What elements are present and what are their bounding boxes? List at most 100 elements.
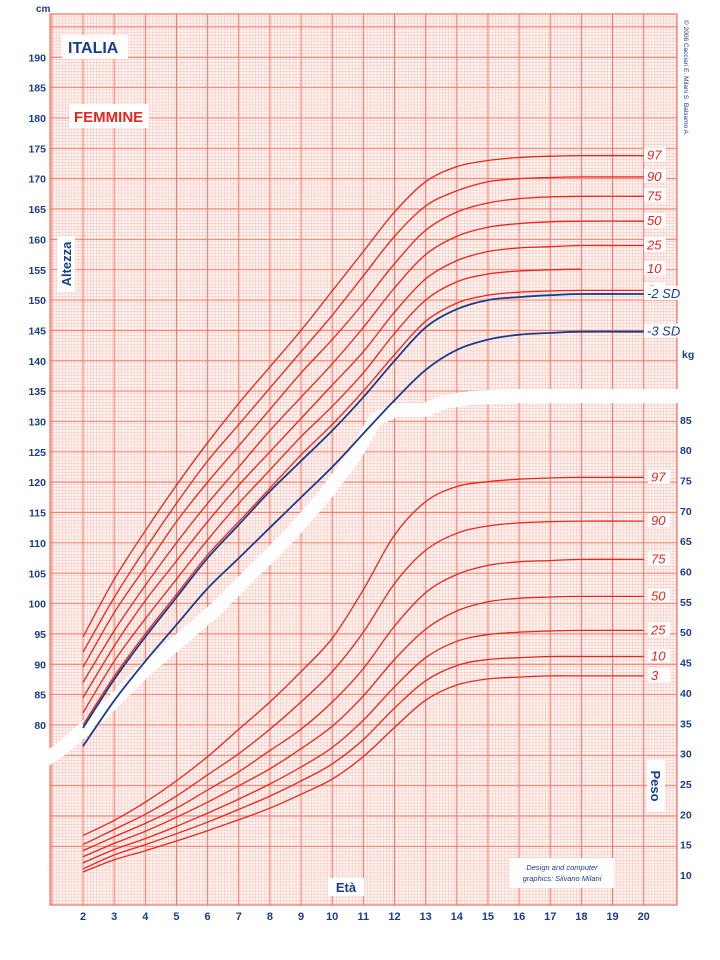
x-tick-label: 10 (326, 911, 338, 923)
weight-series-label: 50 (651, 588, 666, 603)
weight-tick-label: 85 (680, 415, 692, 427)
weight-series-label: 10 (651, 648, 666, 663)
height-curve-25 (82, 244, 644, 699)
weight-tick-label: 80 (680, 445, 692, 457)
height-tick-label: 150 (28, 295, 46, 307)
x-tick-label: 8 (267, 911, 273, 923)
copyright-text: © 2006 Cacciari E. Milani S. Balsamo A. (682, 20, 690, 136)
x-tick-label: 19 (606, 911, 618, 923)
height-tick-label: 90 (34, 659, 46, 671)
height-tick-label: 130 (28, 417, 46, 429)
weight-tick-label: 10 (680, 870, 692, 882)
weight-curve-25 (82, 629, 644, 864)
height-curve-50 (82, 220, 644, 683)
weight-series-label: 90 (651, 513, 666, 528)
height-tick-label: 125 (28, 447, 46, 459)
height-tick-label: 140 (28, 356, 46, 368)
height-curve-90 (82, 176, 644, 653)
x-tick-label: 13 (420, 911, 432, 923)
weight-tick-label: 50 (680, 627, 692, 639)
sex-label-box: FEMMINE (69, 104, 149, 128)
x-tick-label: 16 (513, 911, 525, 923)
weight-tick-label: 70 (680, 506, 692, 518)
height-tick-label: 95 (34, 629, 46, 641)
weight-series-label: 3 (651, 668, 659, 683)
weight-curve-10 (82, 655, 644, 870)
weight-tick-label: 25 (680, 779, 692, 791)
height-tick-label: 175 (28, 143, 46, 155)
weight-curve-75 (82, 558, 644, 852)
height-unit-label: cm (36, 4, 51, 15)
separator-band (0, 389, 684, 792)
height-series-label: 25 (646, 237, 662, 252)
height-curve-minus2SD (82, 293, 644, 729)
x-tick-label: 12 (388, 911, 400, 923)
x-tick-label: 4 (142, 911, 149, 923)
weight-series-label: 75 (651, 551, 666, 566)
weight-curve-90 (82, 520, 644, 846)
country-label-box: ITALIA (62, 35, 128, 59)
x-tick-label: 14 (451, 911, 464, 923)
sex-label: FEMMINE (74, 109, 143, 126)
x-tick-label: 7 (236, 911, 242, 923)
height-series-label: 90 (647, 169, 662, 184)
weight-axis-title: Peso (648, 770, 663, 801)
height-tick-label: 185 (28, 83, 46, 95)
weight-tick-label: 45 (680, 658, 692, 670)
weight-curve-3 (82, 675, 644, 873)
credit-line: graphics: Silvano Milani (523, 874, 602, 883)
curves (82, 154, 644, 873)
height-tick-label: 170 (28, 174, 46, 186)
weight-curve-50 (82, 595, 644, 858)
weight-tick-label: 55 (680, 597, 692, 609)
x-axis-title: Età (336, 880, 357, 895)
weight-tick-label: 40 (680, 688, 692, 700)
height-tick-label: 190 (28, 52, 46, 64)
height-axis-title: Altezza (59, 241, 74, 287)
x-tick-label: 9 (298, 911, 304, 923)
height-tick-label: 135 (28, 386, 46, 398)
x-tick-label: 5 (173, 911, 179, 923)
x-tick-label: 3 (111, 911, 117, 923)
weight-tick-label: 15 (680, 840, 692, 852)
x-tick-label: 20 (638, 911, 650, 923)
x-tick-label: 17 (544, 911, 556, 923)
weight-tick-label: 75 (680, 475, 692, 487)
weight-tick-label: 60 (680, 567, 692, 579)
height-series-label: -3 SD (647, 324, 680, 339)
height-tick-label: 110 (29, 538, 46, 550)
height-tick-label: 115 (29, 508, 46, 520)
weight-tick-label: 30 (680, 749, 692, 761)
height-curve-75 (82, 195, 644, 668)
height-tick-label: 180 (28, 113, 46, 125)
height-tick-label: 120 (28, 477, 46, 489)
x-tick-label: 6 (205, 911, 211, 923)
height-series-label: -2 SD (647, 286, 680, 301)
x-tick-label: 15 (482, 911, 494, 923)
height-tick-label: 105 (28, 568, 46, 580)
height-tick-label: 80 (34, 720, 46, 732)
weight-unit-label: kg (682, 349, 694, 361)
height-series-label: 75 (647, 188, 662, 203)
x-tick-label: 18 (575, 911, 587, 923)
height-curve-minus3SD (82, 330, 644, 747)
weight-series-label: 97 (651, 469, 666, 484)
x-tick-label: 2 (80, 911, 86, 923)
weight-series-label: 25 (650, 622, 666, 637)
weight-curve-97 (82, 476, 644, 837)
height-curve-10 (82, 268, 582, 714)
weight-tick-label: 35 (680, 718, 692, 730)
height-curve-97 (82, 154, 644, 638)
height-tick-label: 160 (28, 234, 46, 246)
height-series-label: 10 (647, 261, 662, 276)
chart-grid (49, 13, 678, 906)
height-series-label: 97 (647, 148, 662, 163)
height-tick-label: 100 (28, 599, 46, 611)
height-tick-label: 85 (34, 690, 46, 702)
weight-tick-label: 65 (680, 536, 692, 548)
height-tick-label: 155 (28, 265, 46, 277)
country-label: ITALIA (68, 40, 119, 57)
height-tick-label: 145 (28, 325, 46, 337)
